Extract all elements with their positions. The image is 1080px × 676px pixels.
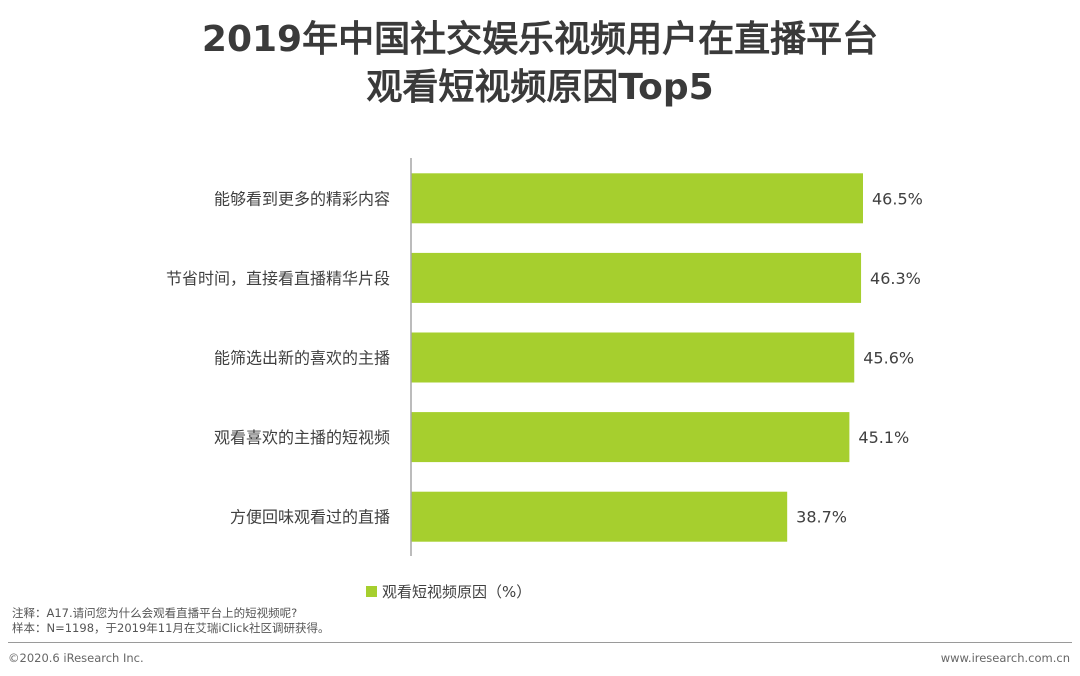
bar (411, 173, 863, 224)
category-label: 方便回味观看过的直播 (230, 508, 390, 527)
data-label: 45.1% (858, 428, 909, 447)
footer-copyright: ©2020.6 iResearch Inc. (8, 651, 144, 665)
category-label: 能够看到更多的精彩内容 (214, 189, 390, 208)
footer-website: www.iresearch.com.cn (940, 651, 1070, 665)
category-label: 节省时间，直接看直播精华片段 (166, 269, 390, 288)
legend-swatch (366, 585, 377, 597)
note-sample: 样本：N=1198，于2019年11月在艾瑞iClick社区调研获得。 (12, 621, 330, 635)
chart-notes: 注释：A17.请问您为什么会观看直播平台上的短视频呢? 样本：N=1198，于2… (12, 606, 330, 636)
chart-title-line2: 观看短视频原因Top5 (366, 67, 714, 108)
legend-label: 观看短视频原因（%） (382, 582, 532, 601)
data-label: 46.5% (872, 189, 923, 208)
note-question: 注释：A17.请问您为什么会观看直播平台上的短视频呢? (12, 606, 298, 620)
data-label: 45.6% (863, 349, 914, 368)
data-label: 46.3% (870, 269, 921, 288)
category-label: 能筛选出新的喜欢的主播 (214, 349, 390, 368)
chart-legend: 观看短视频原因（%） (366, 580, 531, 602)
bar (411, 412, 850, 463)
footer-divider (8, 642, 1072, 643)
category-label: 观看喜欢的主播的短视频 (214, 428, 390, 447)
bar (411, 252, 862, 303)
bar (411, 332, 855, 383)
bar (411, 491, 788, 542)
bar-chart: 能够看到更多的精彩内容 46.5% 节省时间，直接看直播精华片段 46.3% 能筛选出新… (166, 158, 923, 556)
data-label: 38.7% (796, 508, 847, 527)
chart-title-line1: 2019年中国社交娱乐视频用户在直播平台 (201, 19, 879, 60)
